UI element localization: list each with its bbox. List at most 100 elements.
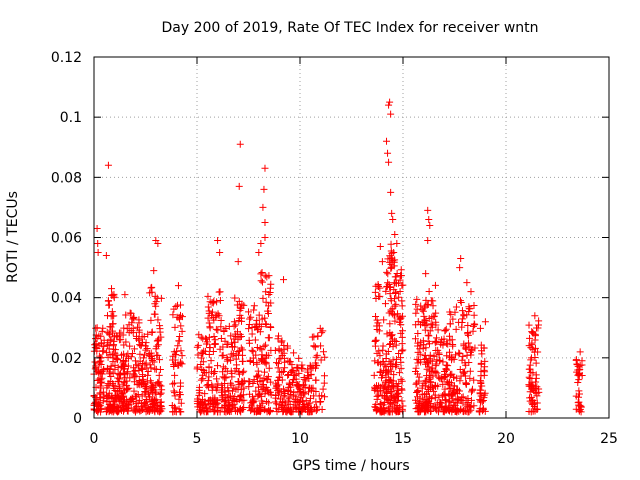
data-point <box>449 315 457 323</box>
data-point <box>259 355 267 363</box>
data-point <box>194 351 202 359</box>
data-point <box>283 342 291 350</box>
data-point <box>378 258 386 266</box>
data-point <box>97 361 105 369</box>
data-point <box>285 371 293 379</box>
data-point <box>462 361 470 369</box>
data-point <box>423 398 431 406</box>
data-point <box>445 381 453 389</box>
data-point <box>392 408 400 416</box>
data-point <box>107 373 115 381</box>
data-point <box>428 364 436 372</box>
data-point <box>125 404 133 412</box>
data-point <box>114 355 122 363</box>
data-point <box>398 327 406 335</box>
data-point <box>199 375 207 383</box>
data-point <box>169 352 177 360</box>
data-point <box>425 288 433 296</box>
data-point <box>459 399 467 407</box>
data-point <box>284 371 292 379</box>
data-point <box>414 318 422 326</box>
data-point <box>169 408 177 416</box>
x-tick-label: 15 <box>394 431 412 447</box>
data-point <box>370 371 378 379</box>
data-point <box>102 391 110 399</box>
data-point <box>285 383 293 391</box>
data-point <box>205 400 213 408</box>
data-point <box>211 340 219 348</box>
data-point <box>152 365 160 373</box>
data-point <box>123 370 131 378</box>
data-point <box>384 348 392 356</box>
data-point <box>131 404 139 412</box>
data-point <box>275 355 283 363</box>
data-point <box>432 321 440 329</box>
data-point <box>452 325 460 333</box>
data-point <box>386 98 394 106</box>
data-point <box>383 268 391 276</box>
data-point <box>128 350 136 358</box>
data-point <box>228 373 236 381</box>
data-point <box>288 378 296 386</box>
data-point <box>199 335 207 343</box>
data-point <box>103 312 111 320</box>
data-point <box>578 361 586 369</box>
data-point <box>304 388 312 396</box>
data-point <box>466 374 474 382</box>
data-point <box>252 387 260 395</box>
data-point <box>476 405 484 413</box>
data-point <box>178 327 186 335</box>
data-point <box>424 402 432 410</box>
data-point <box>469 327 477 335</box>
data-point <box>261 405 269 413</box>
data-point <box>436 357 444 365</box>
data-point <box>384 383 392 391</box>
data-point <box>129 315 137 323</box>
data-point <box>433 399 441 407</box>
data-point <box>233 328 241 336</box>
data-point <box>465 303 473 311</box>
data-point <box>398 297 406 305</box>
data-point <box>157 333 165 341</box>
data-point <box>114 363 122 371</box>
data-point <box>110 292 118 300</box>
data-point <box>208 298 216 306</box>
data-point <box>266 407 274 415</box>
data-point <box>95 375 103 383</box>
data-point <box>152 302 160 310</box>
data-point <box>321 353 329 361</box>
data-point <box>104 380 112 388</box>
data-point <box>204 303 212 311</box>
data-point <box>312 387 320 395</box>
data-point <box>525 365 533 373</box>
data-point <box>379 358 387 366</box>
data-point <box>110 312 118 320</box>
data-point <box>575 406 583 414</box>
data-point <box>213 298 221 306</box>
data-point <box>388 254 396 262</box>
data-point <box>133 323 141 331</box>
data-point <box>265 302 273 310</box>
data-point <box>435 403 443 411</box>
data-point <box>371 342 379 350</box>
data-point <box>210 408 218 416</box>
data-point <box>140 354 148 362</box>
data-point <box>210 333 218 341</box>
data-point <box>260 185 268 193</box>
data-point <box>439 408 447 416</box>
data-point <box>153 294 161 302</box>
data-point <box>99 388 107 396</box>
data-point <box>197 376 205 384</box>
data-point <box>456 264 464 272</box>
data-point <box>424 337 432 345</box>
data-point <box>392 341 400 349</box>
data-point <box>239 346 247 354</box>
data-point <box>300 403 308 411</box>
data-point <box>391 337 399 345</box>
data-point <box>130 378 138 386</box>
data-point <box>110 341 118 349</box>
data-point <box>206 344 214 352</box>
data-point <box>256 328 264 336</box>
data-point <box>108 285 116 293</box>
x-tick-label: 20 <box>497 431 515 447</box>
